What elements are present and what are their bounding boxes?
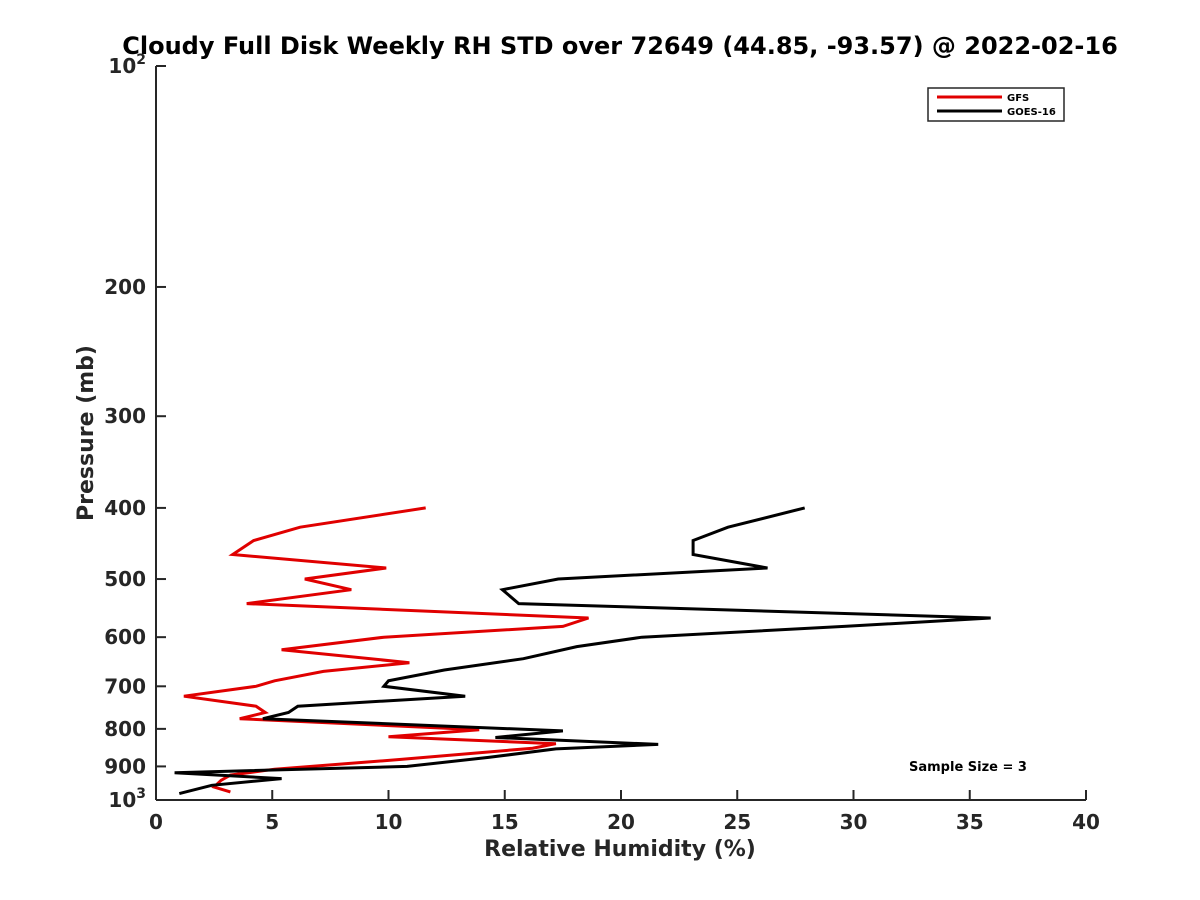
x-tick-label: 20 [607,810,635,834]
tick-base: 10 [108,788,136,812]
y-tick-label: 200 [104,275,146,299]
x-tick-label: 0 [149,810,163,834]
x-tick-label: 35 [956,810,984,834]
axes: 0 5 10 15 20 25 30 35 40102200300400500600700800… [104,52,1100,834]
y-tick-label: 800 [104,717,146,741]
y-tick-label: 900 [104,754,146,778]
y-tick-label: 500 [104,567,146,591]
y-axis-title: Pressure (mb) [74,345,99,521]
legend-box [927,87,1065,122]
legend-label: GFS [1007,93,1029,104]
y-tick-label: 400 [104,496,146,520]
series-line-gfs [183,506,589,794]
chart-title: Cloudy Full Disk Weekly RH STD over 7264… [122,32,1118,60]
tick-exponent: 3 [136,786,146,802]
y-tick-label: 300 [104,404,146,428]
legend: GFS GOES-16 [927,87,1065,122]
x-tick-label: 10 [375,810,403,834]
y-tick-label: 600 [104,625,146,649]
y-tick-label: 103 [108,786,146,812]
tick-base: 10 [108,54,136,78]
series-layer [174,506,991,796]
x-tick-label: 5 [265,810,279,834]
x-tick-label: 40 [1072,810,1100,834]
x-tick-label: 15 [491,810,519,834]
tick-exponent: 2 [136,52,146,68]
series-line-goes-16 [174,506,991,796]
x-tick-label: 25 [723,810,751,834]
legend-label: GOES-16 [1007,107,1056,118]
x-axis-title: Relative Humidity (%) [484,837,756,862]
x-tick-label: 30 [840,810,868,834]
y-tick-label: 102 [108,52,146,78]
sample-size-annotation: Sample Size = 3 [909,760,1027,775]
y-tick-label: 700 [104,674,146,698]
